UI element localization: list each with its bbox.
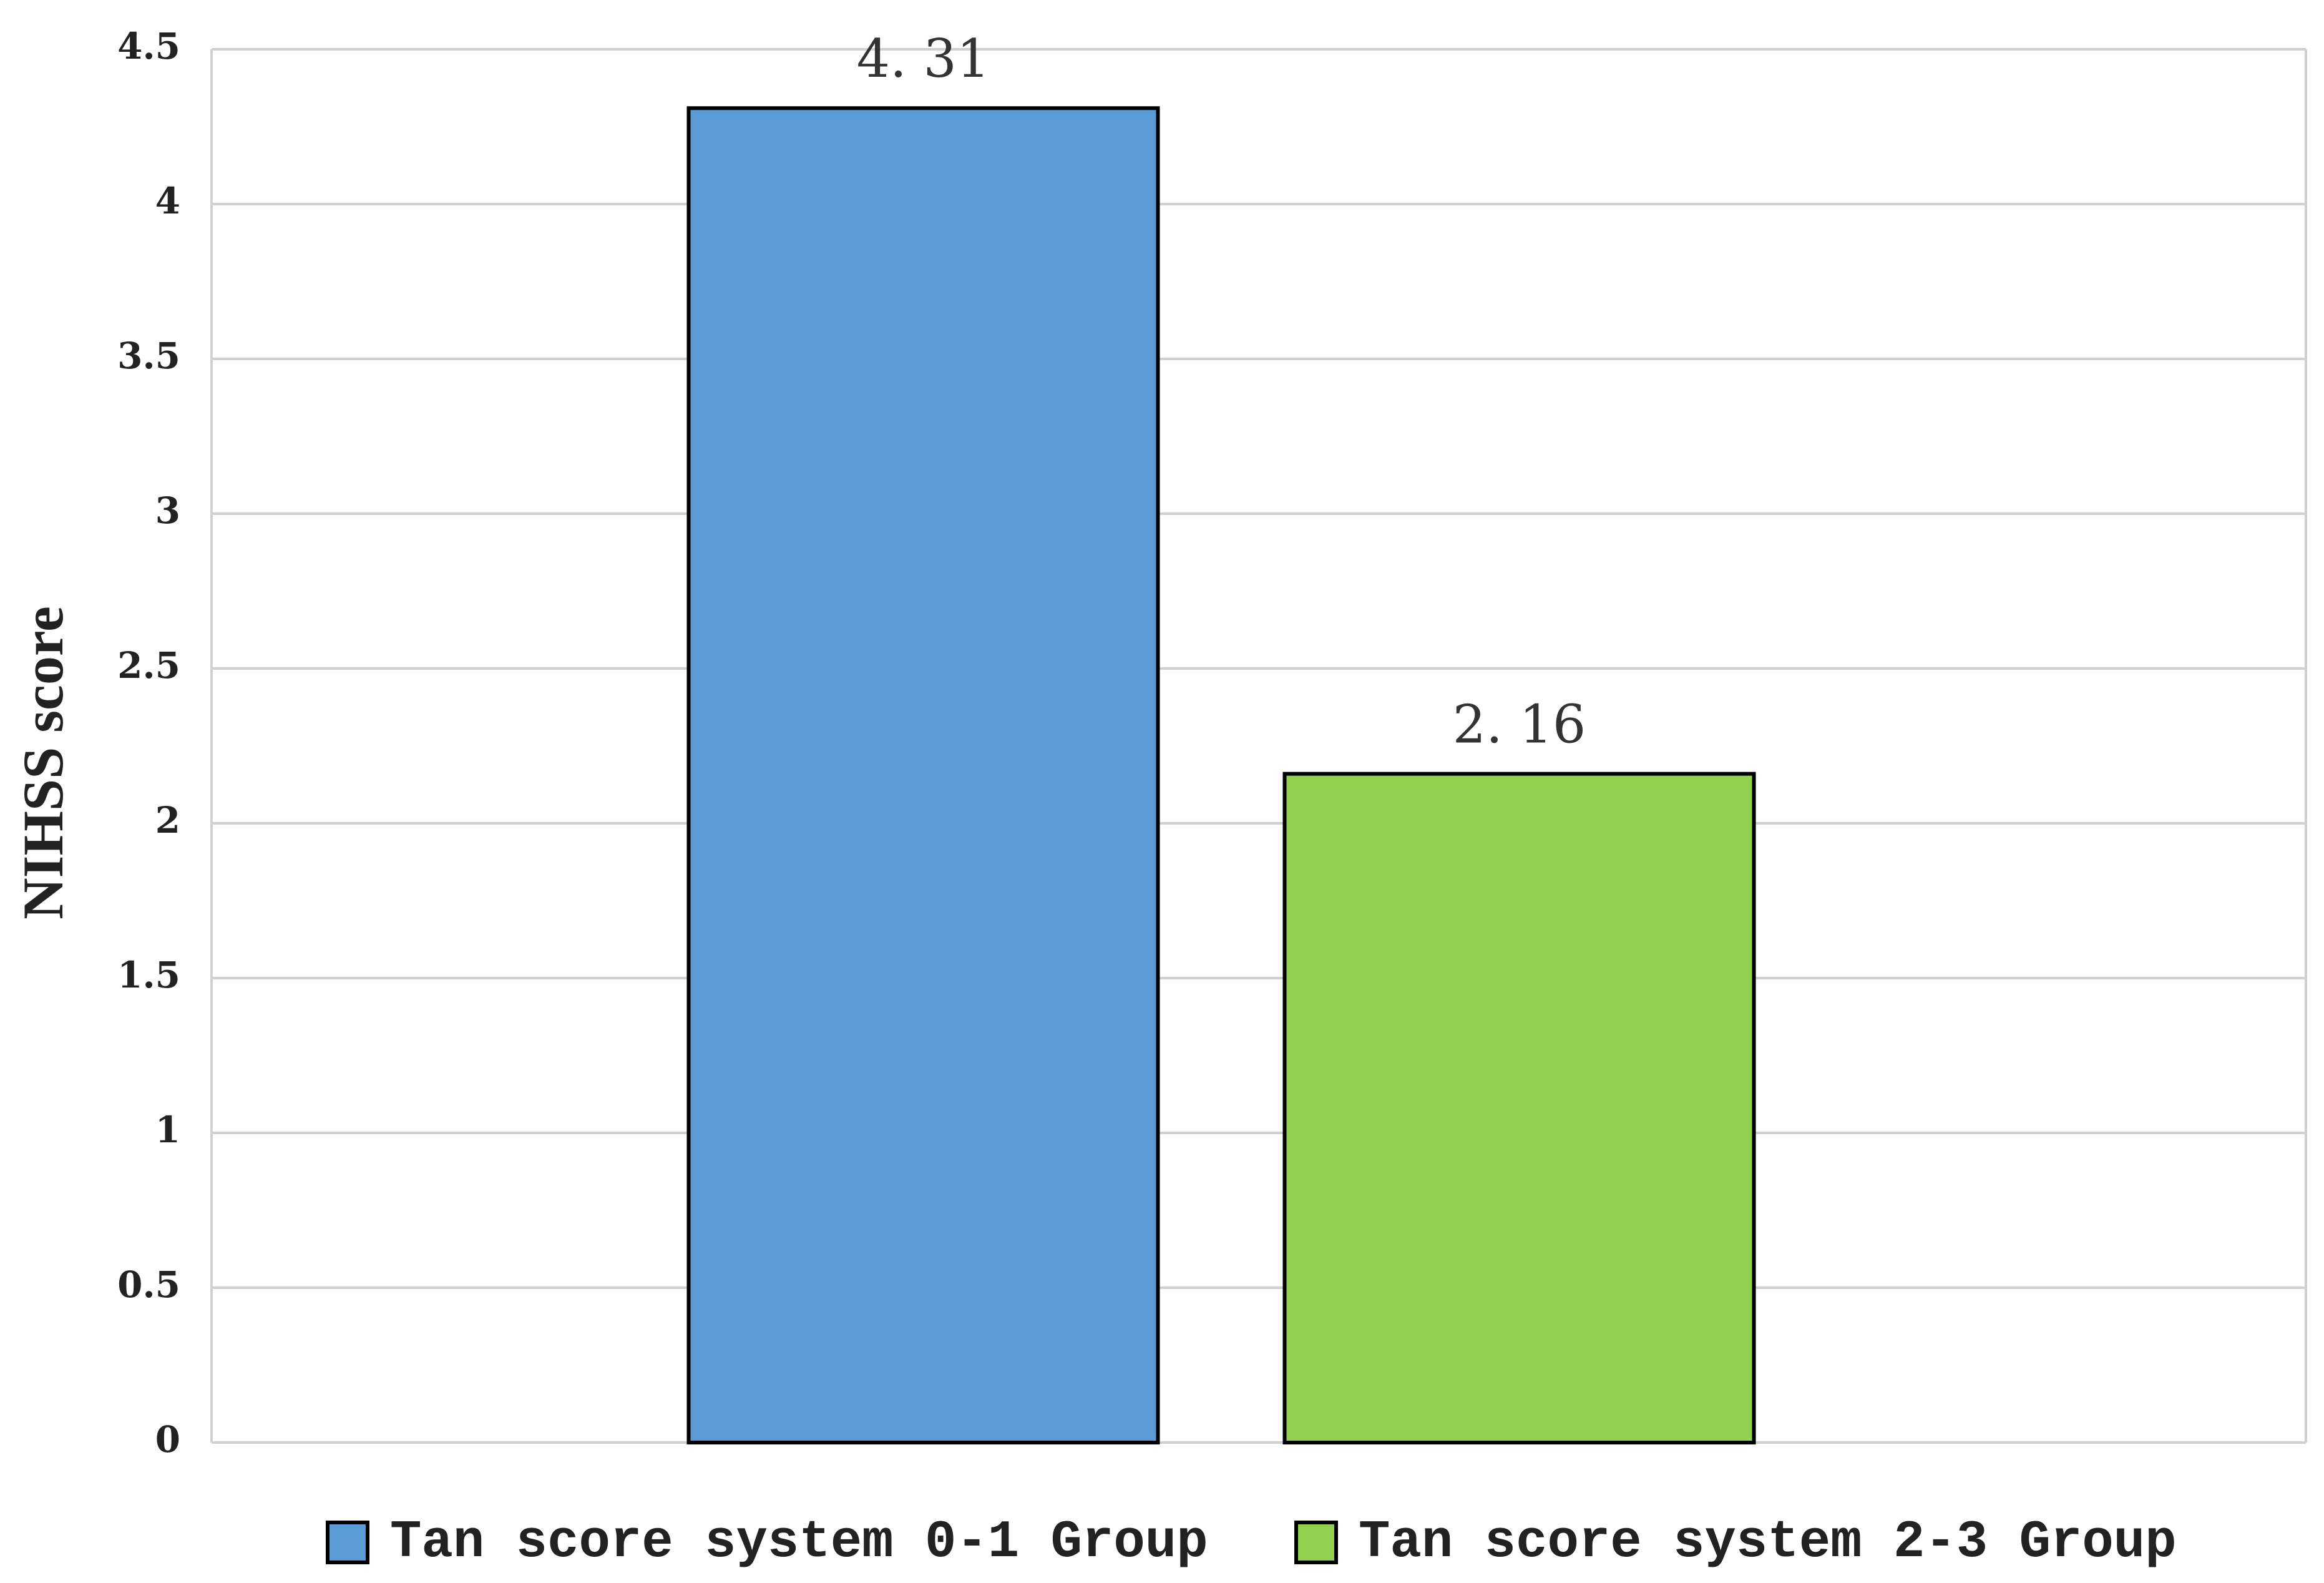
y-tick-label: 3 [155,489,180,532]
y-tick-label: 4 [155,180,180,222]
data-label: 2. 16 [1453,694,1586,755]
legend-label: Tan score system 0-1 Group [390,1513,1208,1572]
y-tick-label: 1.5 [117,954,180,996]
y-tick-label: 4.5 [117,25,180,67]
y-tick-label: 2 [155,799,180,841]
y-tick-label: 3.5 [117,335,180,377]
legend-label: Tan score system 2-3 Group [1359,1513,2177,1572]
y-tick-label: 2.5 [117,644,180,687]
legend-swatch [1294,1521,1338,1564]
y-axis-label: NIHSS score [11,606,75,919]
data-label: 4. 31 [857,28,990,89]
y-tick-label: 1 [155,1109,180,1151]
bar [686,106,1160,1445]
y-tick-label: 0.5 [117,1263,180,1306]
y-tick-label: 0 [155,1418,180,1461]
bar [1282,772,1756,1444]
legend-swatch [326,1521,369,1564]
